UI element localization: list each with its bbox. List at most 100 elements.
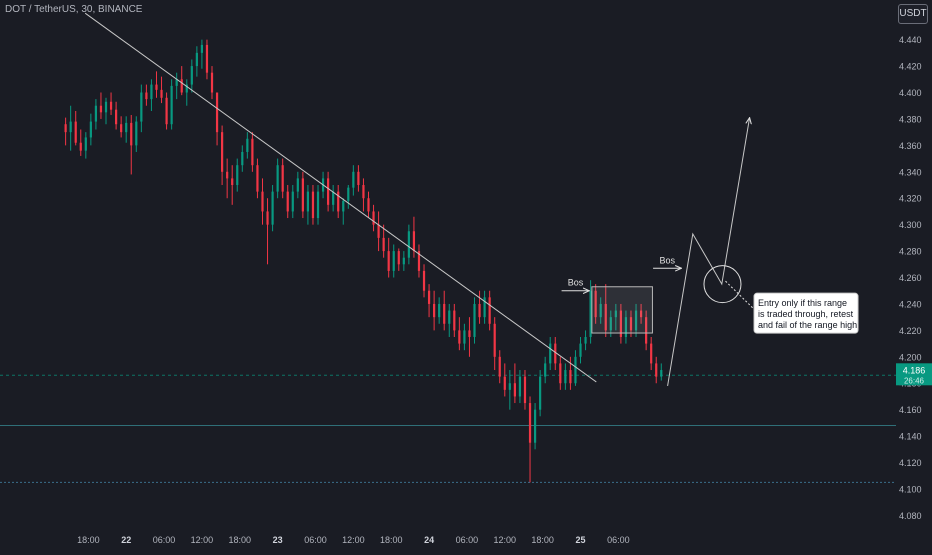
candle-down <box>523 376 527 404</box>
candle-down <box>215 92 219 133</box>
candle-up <box>342 200 345 212</box>
candle-down <box>337 191 340 212</box>
y-tick-label: 4.300 <box>899 220 922 230</box>
candle-down <box>498 356 501 377</box>
chart-title: DOT / TetherUS, 30, BINANCE <box>5 4 143 15</box>
candle-down <box>645 317 648 344</box>
candle-up <box>549 343 552 364</box>
y-tick-label: 4.160 <box>899 405 922 415</box>
candle-up <box>195 52 198 67</box>
y-tick-label: 4.420 <box>899 62 922 72</box>
candle-down <box>286 191 289 212</box>
candle-down <box>311 191 315 219</box>
candle-up <box>246 138 249 152</box>
candle-up <box>634 310 638 331</box>
candle-down <box>362 185 365 199</box>
candle-down <box>155 84 158 90</box>
candle-up <box>94 105 98 122</box>
candle-up <box>296 178 299 192</box>
x-tick-label: 18:00 <box>531 535 554 545</box>
y-tick-label: 4.440 <box>899 35 922 45</box>
candle-down <box>231 178 234 186</box>
candle-up <box>241 151 244 166</box>
annotation-box[interactable] <box>753 292 859 334</box>
candle-down <box>251 138 254 166</box>
bos-label: Bos <box>660 255 676 265</box>
candle-up <box>200 44 204 53</box>
candle-down <box>74 121 77 143</box>
candle-up <box>69 121 72 133</box>
candle-up <box>236 165 239 186</box>
y-tick-label: 4.260 <box>899 273 922 283</box>
candle-down <box>301 178 304 212</box>
candle-up <box>539 376 542 410</box>
x-tick-label: 24 <box>424 535 434 545</box>
x-tick-label: 18:00 <box>229 535 252 545</box>
candle-down <box>114 109 118 125</box>
x-tick-label: 25 <box>575 535 585 545</box>
candle-up <box>483 297 486 318</box>
target-circle[interactable] <box>703 265 742 304</box>
candle-up <box>306 191 310 212</box>
candle-up <box>518 376 522 397</box>
candle-up <box>407 231 410 258</box>
candle-down <box>377 224 380 238</box>
candle-up <box>448 310 451 324</box>
candle-up <box>352 171 355 188</box>
candle-up <box>316 191 320 219</box>
candle-down <box>639 310 643 318</box>
last-price-badge <box>896 363 932 386</box>
candle-up <box>332 191 335 205</box>
y-tick-label: 4.200 <box>899 352 922 362</box>
candle-down <box>64 124 67 133</box>
y-tick-label: 4.360 <box>899 141 922 151</box>
candle-up <box>463 330 466 344</box>
candle-down <box>488 297 491 324</box>
x-tick-label: 06:00 <box>456 535 479 545</box>
annotation-text: Entry only if this range <box>758 298 847 308</box>
candle-up <box>190 66 193 85</box>
annotation-connector <box>725 280 755 310</box>
candle-up <box>544 363 547 377</box>
candle-up <box>660 370 663 377</box>
candle-up <box>170 85 173 125</box>
candle-down <box>468 330 471 337</box>
candle-up <box>564 370 567 384</box>
candle-up <box>624 317 628 337</box>
candle-up <box>599 303 602 318</box>
candle-down <box>387 251 390 271</box>
y-tick-label: 4.220 <box>899 326 922 336</box>
y-tick-label: 4.380 <box>899 114 922 124</box>
candle-down <box>372 211 375 225</box>
candle-down <box>261 191 264 212</box>
candle-down <box>513 383 516 397</box>
candle-down <box>367 198 370 212</box>
candle-down <box>327 178 330 205</box>
candle-up <box>291 191 294 212</box>
range-box[interactable] <box>591 286 653 334</box>
candle-up <box>276 165 279 192</box>
candle-down <box>109 101 113 110</box>
x-tick-label: 18:00 <box>77 535 100 545</box>
candle-down <box>619 310 622 337</box>
candle-down <box>382 237 385 252</box>
candle-up <box>508 383 511 390</box>
candle-up <box>533 409 537 443</box>
candle-down <box>256 165 259 192</box>
candle-down <box>427 290 431 304</box>
annotation-text: and fail of the range high <box>758 320 857 330</box>
projection-path[interactable] <box>667 118 750 386</box>
bos-label: Bos <box>568 278 584 288</box>
y-tick-label: 4.140 <box>899 432 922 442</box>
currency-button[interactable]: USDT <box>898 4 928 24</box>
candle-up <box>438 303 441 318</box>
candle-down <box>397 251 400 265</box>
candle-down <box>281 165 284 192</box>
x-tick-label: 12:00 <box>191 535 214 545</box>
candle-down <box>478 303 481 318</box>
candle-down <box>458 330 461 344</box>
y-tick-label: 4.080 <box>899 511 922 521</box>
trendline[interactable] <box>84 12 597 383</box>
